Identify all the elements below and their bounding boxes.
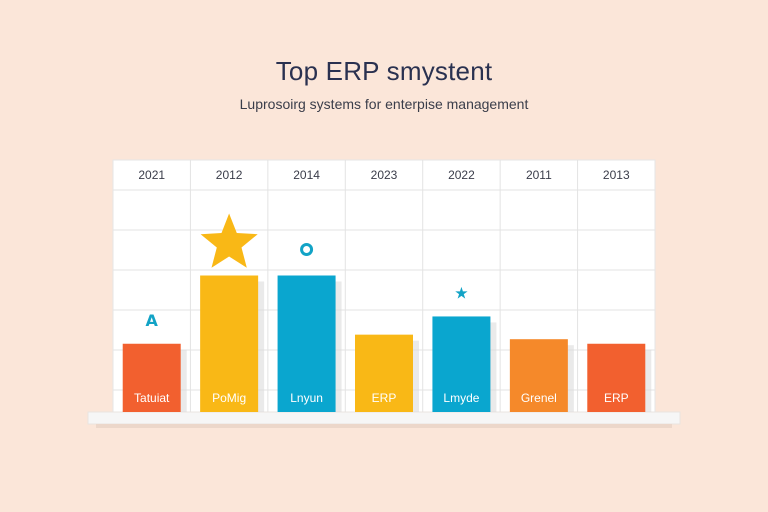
letter-a-icon: A (146, 311, 159, 330)
bar-label: Grenel (521, 391, 557, 405)
x-tick-label: 2014 (293, 168, 320, 182)
bar (587, 343, 646, 412)
bar (277, 275, 336, 412)
x-tick-label: 2011 (526, 168, 552, 182)
bar-label: ERP (372, 391, 397, 405)
chart-subtitle: Luprosoirg systems for enterpise managem… (239, 96, 529, 112)
bar (122, 343, 181, 412)
x-tick-label: 2022 (448, 168, 475, 182)
bar-label: Lmyde (443, 391, 479, 405)
bar-label: ERP (604, 391, 629, 405)
bar-label: Tatuiat (134, 391, 170, 405)
bar (432, 316, 491, 412)
circle-icon (300, 243, 314, 256)
bar (355, 334, 413, 412)
baseline-shelf (87, 411, 681, 425)
star-icon (200, 213, 258, 268)
shelf-shadow (96, 424, 672, 428)
bar-label: PoMig (212, 391, 246, 405)
x-tick-label: 2012 (216, 168, 243, 182)
x-tick-label: 2013 (603, 168, 630, 182)
bar (200, 275, 259, 412)
x-tick-label: 2023 (371, 168, 398, 182)
chart-title: Top ERP smystent (275, 56, 493, 86)
bar (509, 339, 568, 412)
bar-label: Lnyun (290, 391, 323, 405)
small-star-icon: ★ (454, 283, 468, 302)
x-tick-label: 2021 (138, 168, 165, 182)
